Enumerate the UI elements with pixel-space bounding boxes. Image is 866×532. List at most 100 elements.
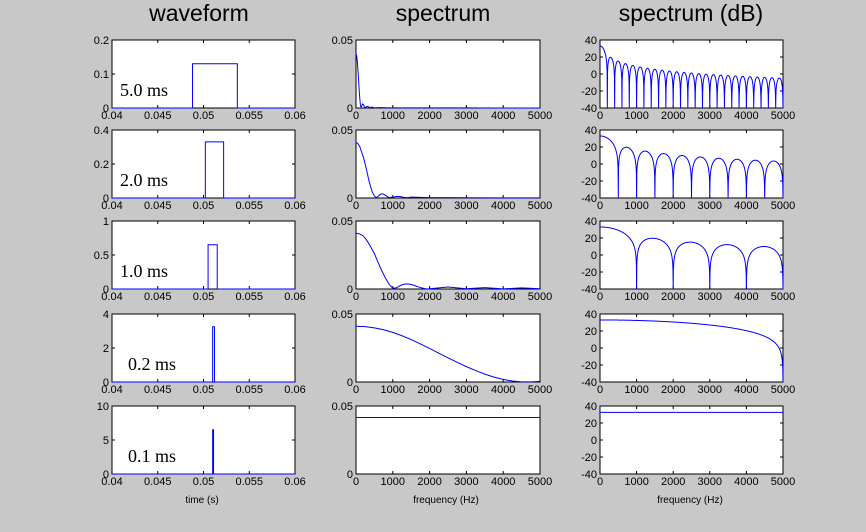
y-tick-label: 0	[103, 103, 109, 115]
subplot-1-4: 0 1000 2000 3000 4000 5000 0 0.05	[332, 401, 553, 488]
x-tick-label: 0.045	[144, 476, 172, 488]
duration-label: 5.0 ms	[120, 80, 168, 100]
axes-box	[355, 39, 541, 109]
axes-box	[111, 405, 296, 475]
x-tick-label: 1000	[381, 476, 405, 488]
duration-label: 0.2 ms	[128, 354, 176, 374]
x-tick-label: 3000	[698, 200, 722, 212]
x-tick-label: 5000	[771, 476, 795, 488]
x-tick-label: 0.055	[235, 291, 263, 303]
series-line	[600, 319, 784, 383]
column-title-waveform: waveform	[148, 0, 249, 26]
series-line	[600, 135, 784, 199]
x-tick-label: 4000	[491, 476, 515, 488]
y-tick-label: 0.2	[94, 35, 109, 47]
y-tick-label: 0	[591, 69, 597, 81]
x-tick-label: 1000	[624, 384, 648, 396]
column-title-spectrum-db: spectrum (dB)	[619, 0, 763, 26]
y-tick-label: 10	[97, 401, 109, 413]
y-tick-label: 0	[347, 377, 353, 389]
x-tick-label: 0	[353, 110, 359, 122]
x-tick-label: 5000	[528, 200, 552, 212]
x-tick-label: 0.04	[101, 291, 122, 303]
x-tick-label: 3000	[454, 291, 478, 303]
y-tick-label: -20	[581, 86, 597, 98]
axes-box	[111, 220, 296, 290]
y-tick-label: 0.4	[94, 125, 109, 137]
y-tick-label: 40	[585, 309, 597, 321]
y-tick-label: -40	[581, 469, 597, 481]
x-tick-label: 4000	[734, 110, 758, 122]
x-tick-label: 2000	[417, 384, 441, 396]
x-tick-label: 3000	[454, 200, 478, 212]
x-tick-label: 5000	[528, 476, 552, 488]
x-tick-label: 4000	[491, 291, 515, 303]
x-tick-label: 0	[597, 110, 603, 122]
x-tick-label: 0.055	[235, 110, 263, 122]
series-line	[112, 429, 295, 475]
axes-box	[111, 39, 296, 109]
xlabel-frequency-spectrum: frequency (Hz)	[413, 495, 479, 506]
x-tick-label: 0	[597, 291, 603, 303]
x-tick-label: 0.04	[101, 476, 122, 488]
x-tick-label: 1000	[624, 476, 648, 488]
series-line	[355, 141, 540, 199]
subplot-0-4: 0.04 0.045 0.05 0.055 0.06 0 5 10 0.1 ms	[97, 401, 306, 488]
axes-box	[599, 313, 784, 383]
x-tick-label: 0.055	[235, 476, 263, 488]
y-tick-label: 20	[585, 142, 597, 154]
x-tick-label: 1000	[624, 110, 648, 122]
series-line	[112, 326, 295, 383]
series-line	[112, 244, 295, 290]
y-tick-label: 20	[585, 233, 597, 245]
x-tick-label: 0.05	[193, 384, 214, 396]
xlabel-frequency-db: frequency (Hz)	[657, 495, 723, 506]
series-line	[355, 53, 540, 109]
column-title-spectrum: spectrum	[396, 0, 491, 26]
x-tick-label: 1000	[381, 200, 405, 212]
x-tick-label: 0.045	[144, 384, 172, 396]
axes-box	[355, 220, 541, 290]
subplot-1-0: 0 1000 2000 3000 4000 5000 0 0.05	[332, 35, 553, 122]
y-tick-label: -20	[581, 176, 597, 188]
x-tick-label: 5000	[528, 384, 552, 396]
y-tick-label: 40	[585, 216, 597, 228]
x-tick-label: 0.045	[144, 110, 172, 122]
x-tick-label: 0.045	[144, 291, 172, 303]
x-tick-label: 2000	[661, 291, 685, 303]
x-tick-label: 2000	[417, 110, 441, 122]
subplot-1-2: 0 1000 2000 3000 4000 5000 0 0.05	[332, 216, 553, 303]
x-tick-label: 0.05	[193, 200, 214, 212]
x-tick-label: 5000	[771, 384, 795, 396]
x-tick-label: 0.06	[284, 476, 305, 488]
axes-box	[355, 405, 541, 475]
y-tick-label: 0	[103, 469, 109, 481]
x-tick-label: 0.05	[193, 291, 214, 303]
y-tick-label: 0	[591, 250, 597, 262]
x-tick-label: 3000	[698, 384, 722, 396]
y-tick-label: 0.05	[332, 35, 353, 47]
y-tick-label: 0	[347, 193, 353, 205]
x-tick-label: 0	[353, 200, 359, 212]
x-tick-label: 2000	[661, 200, 685, 212]
subplot-0-3: 0.04 0.045 0.05 0.055 0.06 0 2 4 0.2 ms	[101, 309, 305, 396]
subplot-0-0: 0.04 0.045 0.05 0.055 0.06 0 0.1 0.2 5.0 ms	[94, 35, 306, 122]
y-tick-label: 0	[347, 469, 353, 481]
y-tick-label: -20	[581, 360, 597, 372]
x-tick-label: 2000	[417, 291, 441, 303]
series-line	[355, 232, 541, 290]
x-tick-label: 1000	[381, 384, 405, 396]
y-tick-label: 5	[103, 435, 109, 447]
x-tick-label: 4000	[734, 291, 758, 303]
axes-box	[355, 129, 541, 199]
axes-box	[599, 39, 784, 109]
series-line	[599, 45, 784, 109]
x-tick-label: 0.06	[284, 291, 305, 303]
y-tick-label: 40	[585, 125, 597, 137]
axes-box	[599, 405, 784, 475]
